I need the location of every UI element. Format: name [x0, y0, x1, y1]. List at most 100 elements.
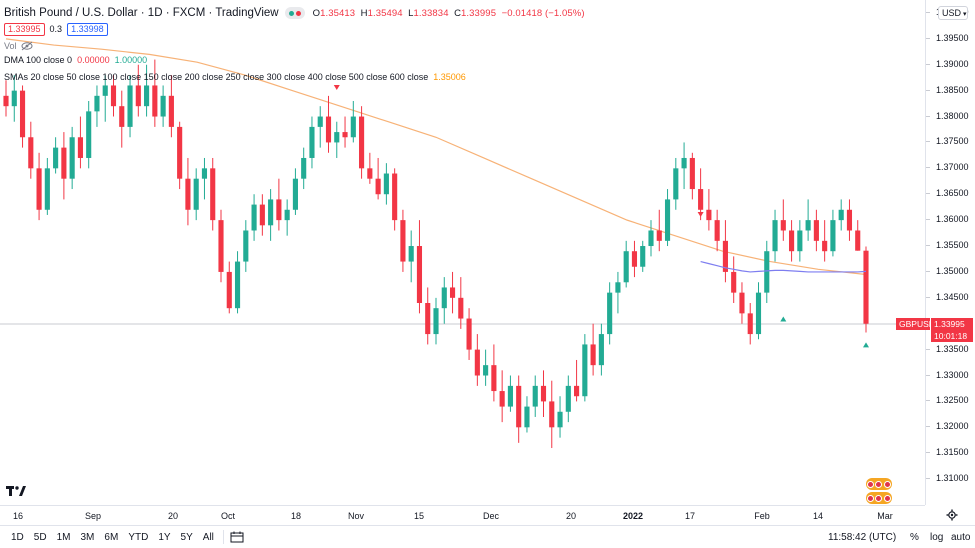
candle-up [830, 209, 836, 257]
candle-up [797, 220, 803, 262]
range-button-all[interactable]: All [202, 531, 214, 543]
candle-body [524, 406, 530, 428]
candle-body [540, 385, 547, 402]
candle-up [69, 126, 75, 190]
candle-body [772, 220, 778, 252]
candle-body [342, 132, 348, 138]
candle-up [284, 199, 290, 236]
candle-down [449, 271, 456, 314]
economic-event-flag-icon[interactable] [866, 492, 892, 504]
candle-down [540, 370, 547, 417]
tradingview-logo-icon[interactable] [6, 485, 26, 500]
percent-scale-toggle[interactable]: % [910, 532, 919, 543]
candle-body [813, 220, 819, 241]
candle-down [416, 220, 423, 314]
range-button-5d[interactable]: 5D [33, 531, 47, 543]
time-axis-tick: Mar [877, 511, 893, 521]
candle-body [805, 220, 811, 231]
symbol-price-label: GBPUSD [896, 317, 935, 330]
chart-settings-gear-icon[interactable] [946, 509, 958, 521]
price-axis-tick: 1.37000 [926, 162, 969, 173]
smas-legend[interactable]: SMAs 20 close 50 close 100 close 150 clo… [4, 72, 466, 82]
candle-body [789, 230, 795, 252]
time-axis-tick: Feb [754, 511, 770, 521]
range-button-6m[interactable]: 6M [104, 531, 119, 543]
buy-price-button[interactable]: 1.33998 [67, 22, 108, 36]
candle-body [532, 385, 538, 407]
candle-up [53, 137, 59, 174]
candle-body [714, 220, 720, 241]
range-button-1d[interactable]: 1D [11, 531, 24, 543]
candle-up [243, 220, 249, 272]
candle-body [94, 95, 100, 112]
range-button-3m[interactable]: 3M [80, 531, 95, 543]
candle-body [201, 168, 208, 179]
candle-up [557, 396, 563, 438]
candle-body [86, 111, 92, 158]
candle-down [474, 334, 480, 386]
candle-up [309, 116, 315, 169]
candle-up [664, 189, 671, 247]
candle-up [532, 375, 538, 417]
candle-up [615, 271, 621, 314]
candle-up [805, 199, 811, 241]
candle-body [607, 292, 613, 335]
candle-down [689, 152, 695, 200]
price-axis[interactable]: 1.400001.395001.390001.385001.380001.375… [925, 0, 975, 505]
candle-up [598, 323, 604, 376]
candle-body [392, 173, 398, 221]
price-axis-tick: 1.35000 [926, 265, 969, 276]
goto-date-calendar-icon[interactable] [230, 531, 244, 543]
economic-event-flag-icon[interactable] [866, 478, 892, 490]
candle-down [28, 121, 34, 179]
market-status-icon[interactable] [284, 7, 305, 19]
time-axis-tick: Dec [482, 511, 500, 521]
range-button-1m[interactable]: 1M [56, 531, 71, 543]
candle-body [367, 168, 373, 179]
candle-body [61, 147, 67, 179]
bottom-toolbar: 1D 5D 1M 3M 6M YTD 1Y 5Y All 11:58:42 (UTC) % lo… [0, 525, 975, 548]
candle-down [185, 157, 191, 226]
spread-value: 0.3 [49, 24, 63, 34]
candle-body [77, 137, 83, 158]
auto-scale-toggle[interactable]: auto [951, 532, 971, 543]
candle-body [243, 230, 249, 262]
candle-body [53, 147, 59, 169]
candle-up [623, 240, 629, 288]
candle-body [292, 178, 298, 210]
candle-body [739, 292, 745, 314]
candle-body [325, 116, 332, 143]
candle-body [466, 318, 472, 350]
eye-hidden-icon[interactable] [21, 41, 33, 51]
candle-body [425, 303, 431, 335]
candle-down [218, 209, 224, 283]
candle-up [160, 85, 166, 127]
candle-body [698, 189, 704, 210]
candle-up [334, 121, 340, 158]
sell-price-button[interactable]: 1.33995 [4, 22, 45, 36]
dma-legend[interactable]: DMA 100 close 0 0.00000 1.00000 [4, 55, 148, 65]
bid-ask-row: 1.33995 0.3 1.33998 [4, 22, 108, 36]
candle-body [144, 85, 150, 107]
range-button-1y[interactable]: 1Y [158, 531, 171, 543]
volume-legend[interactable]: Vol [4, 40, 33, 52]
price-chart[interactable] [0, 0, 925, 505]
price-change: −0.01418 (−1.05%) [501, 7, 585, 19]
candle-down [656, 209, 662, 252]
range-button-ytd[interactable]: YTD [128, 531, 149, 543]
price-axis-tick: 1.32000 [926, 421, 969, 432]
candle-body [549, 401, 555, 428]
candle-body [764, 251, 770, 293]
candle-down [61, 132, 67, 200]
candle-down [342, 116, 348, 148]
candle-down [631, 240, 638, 278]
log-scale-toggle[interactable]: log [930, 532, 944, 543]
price-axis-tick: 1.31500 [926, 447, 969, 458]
symbol-title[interactable]: British Pound / U.S. Dollar · 1D · FXCM … [4, 7, 279, 19]
currency-select[interactable]: USD ▾ [938, 6, 968, 20]
candle-up [565, 375, 571, 423]
time-axis[interactable]: 16 Sep 20 Oct 18 Nov 15 Dec 20 2022 17 Feb 14 Mar [0, 505, 925, 525]
range-button-5y[interactable]: 5Y [180, 531, 193, 543]
candle-down [780, 199, 786, 241]
utc-clock[interactable]: 11:58:42 (UTC) [828, 532, 897, 543]
